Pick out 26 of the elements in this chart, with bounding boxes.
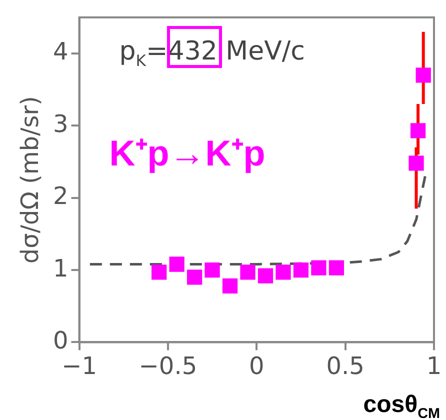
y-tick-label: 3 (52, 110, 68, 138)
point (222, 278, 238, 294)
point (293, 262, 309, 278)
x-tick-label: 1 (426, 352, 442, 380)
point (186, 270, 202, 285)
annotation: K⁺p→K⁺p (109, 132, 266, 174)
y-tick-label: 0 (52, 326, 68, 354)
point (169, 256, 184, 272)
x-tick-label: 0.5 (326, 352, 364, 380)
x-tick-label: −0.5 (138, 352, 198, 380)
point (240, 264, 256, 280)
x-tick-label: −1 (62, 352, 97, 380)
point (408, 156, 424, 171)
point (276, 264, 291, 280)
y-tick-label: 4 (52, 38, 68, 66)
y-tick-label: 2 (52, 182, 68, 210)
x-tick-label: 0 (248, 352, 264, 380)
point (328, 260, 344, 276)
y-axis-title: dσ/dΩ (mb/sr) (16, 96, 44, 264)
point (410, 123, 426, 138)
point (204, 262, 220, 278)
point (258, 268, 274, 284)
point (152, 264, 167, 280)
point (416, 68, 431, 83)
point (311, 260, 326, 276)
y-tick-label: 1 (52, 254, 68, 282)
